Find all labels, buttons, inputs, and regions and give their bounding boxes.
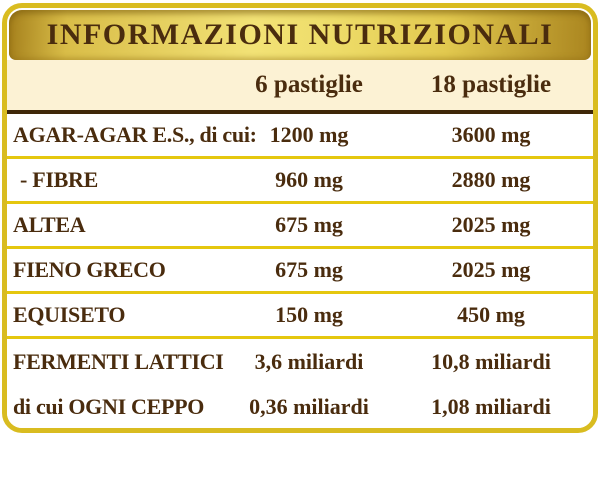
table-row: di cui OGNI CEPPO 0,36 miliardi 1,08 mil…: [7, 384, 593, 428]
row-value-18: 450 mg: [457, 302, 525, 327]
table-row: AGAR-AGAR E.S., di cui: 1200 mg 3600 mg: [7, 114, 593, 159]
row-value-6: 675 mg: [275, 212, 343, 237]
row-value-18: 2025 mg: [451, 212, 531, 237]
table-row: ALTEA 675 mg 2025 mg: [7, 204, 593, 249]
column-header-6-pastiglie: 6 pastiglie: [255, 71, 363, 98]
column-header-row: 6 pastiglie 18 pastiglie: [7, 60, 593, 110]
row-value-6: 3,6 miliardi: [254, 348, 364, 374]
row-label: di cui OGNI CEPPO: [13, 393, 205, 419]
row-label: AGAR-AGAR E.S., di cui:: [13, 122, 257, 147]
row-label: EQUISETO: [13, 302, 126, 327]
row-value-18: 3600 mg: [451, 122, 531, 147]
table-row: - FIBRE 960 mg 2880 mg: [7, 159, 593, 204]
row-value-6: 960 mg: [275, 167, 343, 192]
header-divider: [7, 110, 593, 114]
row-value-6: 1200 mg: [269, 122, 349, 147]
nutrition-panel: INFORMAZIONI NUTRIZIONALI 6 pastiglie 18…: [2, 3, 598, 433]
row-label: ALTEA: [13, 212, 86, 237]
row-value-6: 675 mg: [275, 257, 343, 282]
title-banner: INFORMAZIONI NUTRIZIONALI: [9, 10, 591, 60]
row-value-18: 1,08 miliardi: [431, 393, 551, 419]
column-header-18-pastiglie: 18 pastiglie: [430, 71, 552, 98]
row-value-18: 10,8 miliardi: [431, 348, 551, 374]
row-value-18: 2880 mg: [451, 167, 531, 192]
table-row: FIENO GRECO 675 mg 2025 mg: [7, 249, 593, 294]
row-value-6: 150 mg: [275, 302, 343, 327]
panel-title: INFORMAZIONI NUTRIZIONALI: [46, 18, 554, 51]
table-row: FERMENTI LATTICI 3,6 miliardi 10,8 milia…: [7, 339, 593, 384]
row-value-18: 2025 mg: [451, 257, 531, 282]
row-value-6: 0,36 miliardi: [249, 393, 369, 419]
row-label: - FIBRE: [20, 167, 98, 192]
row-label: FIENO GRECO: [13, 257, 166, 282]
table-row: EQUISETO 150 mg 450 mg: [7, 294, 593, 339]
row-label: FERMENTI LATTICI: [13, 348, 224, 374]
table-body: AGAR-AGAR E.S., di cui: 1200 mg 3600 mg …: [7, 114, 593, 428]
